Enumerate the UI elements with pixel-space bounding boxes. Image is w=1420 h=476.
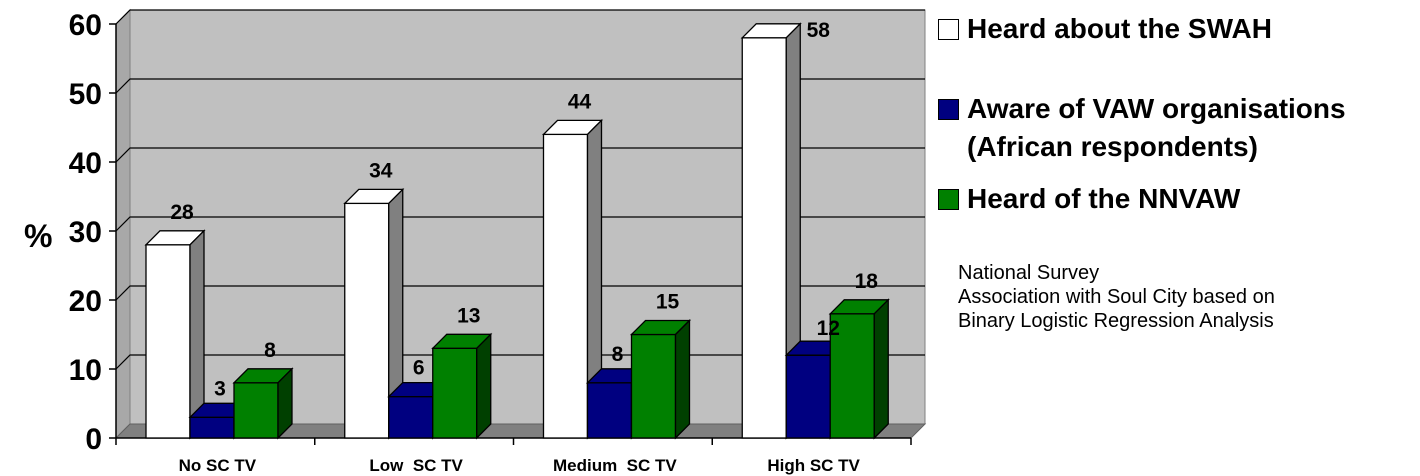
- legend-label-nnvaw: Heard of the NNVAW: [967, 183, 1241, 214]
- note-line-3: Binary Logistic Regression Analysis: [958, 310, 1274, 332]
- bar: [431, 332, 493, 440]
- bar-side: [873, 298, 889, 440]
- bar-front: [586, 382, 633, 439]
- x-tick-label: Low SC TV: [369, 456, 463, 475]
- data-label: 58: [807, 19, 831, 42]
- bar-front: [741, 37, 787, 439]
- bar-front: [630, 333, 677, 439]
- legend-item-vaw: Aware of VAW organisations (African resp…: [938, 90, 1346, 166]
- bars: [144, 22, 890, 440]
- legend-label-vaw-line1: Aware of VAW organisations: [967, 93, 1346, 124]
- gridline: [115, 78, 925, 94]
- bar: [144, 229, 206, 440]
- legend-label-vaw: Aware of VAW organisations (African resp…: [967, 90, 1346, 166]
- axes: 0 10 20 30 40 50 60 No SC TV Low SC TV Medium SC …: [69, 9, 912, 475]
- x-tick-label: Medium SC TV: [553, 456, 677, 475]
- legend-swatch-navy: [938, 99, 959, 120]
- y-tick-label: 10: [69, 354, 102, 387]
- y-axis-label: %: [24, 218, 52, 254]
- legend-label-vaw-line2: (African respondents): [967, 131, 1258, 162]
- bar-front: [542, 133, 589, 439]
- y-tick-label: 30: [69, 216, 102, 249]
- legend-item-nnvaw: Heard of the NNVAW: [938, 180, 1240, 218]
- bar: [541, 118, 604, 440]
- data-label: 8: [264, 339, 276, 362]
- y-tick-label: 0: [85, 423, 102, 456]
- legend-item-swah: Heard about the SWAH: [938, 10, 1272, 48]
- bar-front: [829, 313, 875, 439]
- bar-side: [476, 332, 492, 440]
- bar-front: [785, 354, 831, 439]
- bar-front: [189, 416, 235, 439]
- y-tick-label: 60: [69, 9, 102, 42]
- data-label: 15: [656, 291, 680, 314]
- x-tick-label: High SC TV: [767, 456, 860, 475]
- bar-front: [432, 347, 478, 439]
- data-labels: 28 3 8 34 6 13 44 8 15 58 12 18: [170, 19, 879, 400]
- bar: [740, 22, 802, 440]
- y-tick-label: 50: [69, 78, 102, 111]
- y-tick-label: 40: [69, 147, 102, 180]
- note-line-2: Association with Soul City based on: [958, 286, 1275, 308]
- survey-note: National Survey Association with Soul Ci…: [958, 261, 1275, 333]
- gridline: [115, 285, 925, 301]
- data-label: 6: [413, 357, 425, 380]
- bar: [828, 298, 890, 440]
- bar: [629, 318, 692, 440]
- x-tick-label: No SC TV: [179, 456, 257, 475]
- bar: [343, 187, 405, 440]
- data-label: 3: [214, 377, 226, 400]
- y-tick-label: 20: [69, 285, 102, 318]
- bar-front: [388, 395, 434, 439]
- gridline: [115, 147, 925, 163]
- note-line-1: National Survey: [958, 262, 1100, 284]
- legend-swatch-white: [938, 19, 959, 40]
- data-label: 34: [369, 159, 393, 182]
- bar-front: [145, 244, 191, 439]
- bar-front: [233, 382, 279, 439]
- legend-label-swah: Heard about the SWAH: [967, 13, 1272, 44]
- data-label: 13: [457, 304, 480, 327]
- data-label: 8: [612, 343, 624, 366]
- bar-side: [277, 367, 293, 440]
- data-label: 44: [568, 90, 592, 113]
- data-label: 28: [170, 201, 194, 224]
- data-label: 18: [855, 270, 879, 293]
- bar-front: [344, 202, 390, 439]
- gridlines: [115, 9, 925, 370]
- bar: [232, 367, 294, 440]
- gridline: [115, 216, 925, 232]
- gridline: [115, 9, 925, 25]
- legend-swatch-green: [938, 189, 959, 210]
- bar-side: [674, 318, 691, 440]
- data-label: 12: [817, 317, 840, 340]
